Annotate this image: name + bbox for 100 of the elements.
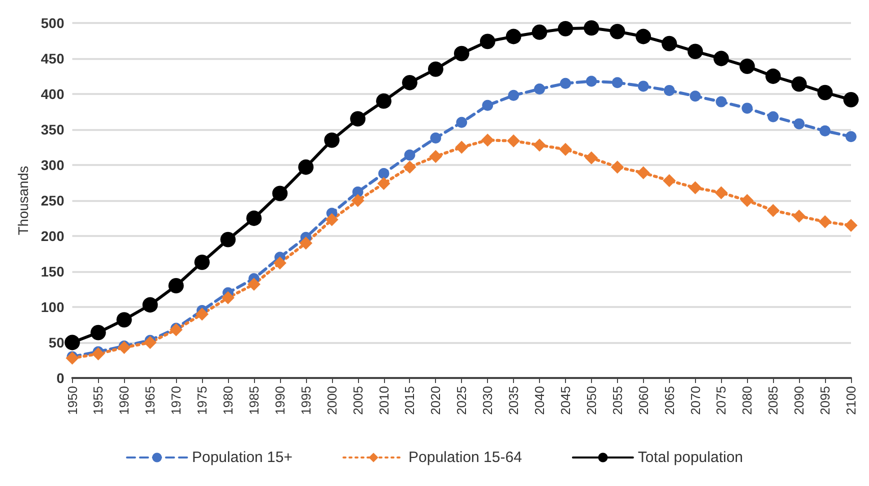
- point: [351, 194, 364, 207]
- point: [481, 134, 494, 147]
- y-tick-label: 300: [40, 157, 64, 173]
- point: [636, 28, 652, 44]
- point: [350, 111, 366, 127]
- point: [454, 46, 470, 62]
- point: [247, 278, 260, 291]
- point: [533, 138, 546, 152]
- x-tick-label: 1975: [194, 386, 210, 415]
- point: [378, 168, 390, 180]
- point: [817, 84, 833, 100]
- x-tick-label: 2065: [662, 386, 677, 415]
- x-tick-label: 2085: [766, 386, 781, 415]
- x-tick-label: 2030: [480, 386, 496, 415]
- point: [456, 116, 468, 128]
- legend-label: Population 15-64: [408, 449, 522, 466]
- point: [428, 61, 444, 77]
- point: [843, 92, 859, 108]
- point: [742, 102, 753, 114]
- point: [455, 140, 468, 154]
- point: [480, 34, 496, 50]
- point: [222, 291, 235, 304]
- point: [482, 100, 494, 111]
- y-tick-label: 0: [56, 370, 64, 386]
- point: [299, 236, 312, 250]
- point: [714, 186, 728, 200]
- point: [90, 324, 106, 340]
- x-tick-label: 2055: [610, 386, 625, 415]
- x-tick-label: 2005: [350, 386, 366, 415]
- point: [506, 28, 522, 44]
- point: [818, 215, 832, 228]
- point: [586, 76, 597, 87]
- x-tick-label: 2035: [506, 386, 522, 415]
- y-tick-label: 450: [40, 50, 64, 66]
- point: [794, 118, 805, 130]
- point: [612, 77, 623, 88]
- x-tick-label: 1985: [246, 386, 262, 415]
- y-tick-label: 100: [40, 299, 64, 315]
- point: [792, 210, 806, 223]
- x-tick-label: 2050: [584, 386, 599, 415]
- x-tick-label: 2080: [740, 386, 755, 415]
- point: [558, 142, 572, 156]
- x-tick-label: 2095: [818, 386, 833, 415]
- point: [402, 74, 418, 90]
- y-axis-title: Thousands: [15, 166, 31, 236]
- y-tick-label: 250: [40, 192, 64, 208]
- point: [246, 210, 262, 226]
- point: [739, 58, 755, 74]
- point: [116, 312, 132, 328]
- point: [714, 50, 729, 66]
- point: [636, 166, 650, 180]
- point: [534, 84, 546, 95]
- point: [273, 256, 286, 270]
- point: [740, 194, 754, 207]
- point: [377, 176, 390, 190]
- point: [558, 20, 574, 36]
- point: [610, 160, 624, 174]
- point: [507, 134, 520, 148]
- point: [508, 90, 520, 101]
- point: [638, 80, 649, 92]
- x-tick-label: 1970: [168, 386, 184, 415]
- y-tick-label: 50: [48, 334, 64, 350]
- x-tick-label: 2100: [844, 386, 858, 415]
- x-tick-label: 1950: [64, 386, 80, 415]
- x-tick-label: 2025: [454, 386, 470, 415]
- point: [298, 159, 314, 175]
- point: [664, 84, 675, 96]
- x-tick-label: 2010: [376, 386, 392, 415]
- point: [820, 125, 831, 136]
- point: [403, 160, 416, 174]
- x-tick-label: 2090: [792, 386, 807, 415]
- point: [194, 254, 210, 270]
- point: [429, 150, 442, 163]
- x-tick-label: 2070: [688, 386, 703, 415]
- x-tick-label: 2020: [428, 386, 444, 415]
- legend-label: Population 15+: [192, 449, 293, 466]
- point: [64, 334, 80, 350]
- point: [324, 132, 340, 148]
- point: [560, 78, 571, 89]
- point: [690, 90, 701, 102]
- x-tick-label: 1955: [90, 386, 106, 415]
- point: [170, 323, 183, 336]
- y-tick-label: 200: [40, 228, 64, 244]
- point: [168, 278, 184, 294]
- point: [532, 24, 548, 40]
- point: [716, 96, 727, 108]
- x-tick-label: 2015: [402, 386, 418, 415]
- point: [844, 218, 858, 232]
- y-tick-label: 150: [40, 264, 64, 280]
- y-tick-label: 350: [40, 122, 64, 138]
- point: [662, 174, 676, 188]
- point: [791, 76, 807, 92]
- point: [688, 44, 703, 60]
- x-tick-label: 1960: [116, 386, 132, 415]
- x-tick-label: 1995: [298, 386, 314, 415]
- point: [144, 336, 157, 349]
- point: [142, 297, 158, 313]
- point: [325, 213, 338, 226]
- point: [584, 20, 600, 36]
- point: [404, 150, 416, 161]
